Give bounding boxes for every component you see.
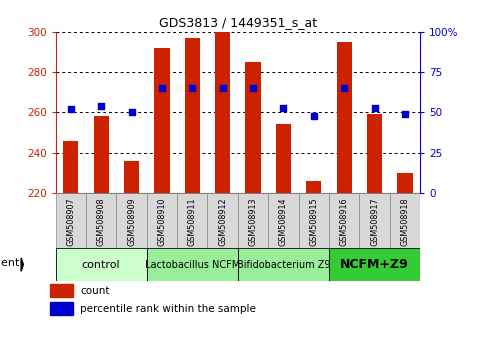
- Bar: [329, 193, 359, 248]
- Text: control: control: [82, 259, 120, 270]
- Bar: [147, 193, 177, 248]
- Bar: [298, 193, 329, 248]
- Point: [188, 85, 196, 91]
- Bar: [245, 62, 261, 193]
- Point: [341, 85, 348, 91]
- Bar: [208, 193, 238, 248]
- Point: [67, 106, 74, 112]
- Bar: [390, 193, 420, 248]
- Text: GSM508918: GSM508918: [400, 197, 410, 246]
- Text: GSM508907: GSM508907: [66, 197, 75, 246]
- Bar: [185, 38, 200, 193]
- Bar: [147, 248, 238, 281]
- Text: GSM508913: GSM508913: [249, 197, 257, 246]
- Bar: [367, 114, 382, 193]
- Text: percentile rank within the sample: percentile rank within the sample: [81, 304, 256, 314]
- Text: count: count: [81, 286, 110, 296]
- Bar: [94, 116, 109, 193]
- Bar: [50, 302, 73, 315]
- Bar: [215, 32, 230, 193]
- Bar: [154, 48, 170, 193]
- Bar: [63, 141, 78, 193]
- Title: GDS3813 / 1449351_s_at: GDS3813 / 1449351_s_at: [159, 16, 317, 29]
- Bar: [56, 193, 86, 248]
- Point: [310, 113, 318, 119]
- Bar: [398, 173, 412, 193]
- Bar: [86, 193, 116, 248]
- Bar: [359, 193, 390, 248]
- Point: [219, 85, 227, 91]
- Bar: [337, 42, 352, 193]
- Point: [249, 85, 257, 91]
- Bar: [50, 284, 73, 297]
- Polygon shape: [21, 258, 23, 271]
- Bar: [276, 125, 291, 193]
- Bar: [238, 248, 329, 281]
- Text: Lactobacillus NCFM: Lactobacillus NCFM: [145, 259, 240, 270]
- Point: [158, 85, 166, 91]
- Bar: [268, 193, 298, 248]
- Point: [401, 111, 409, 117]
- Text: GSM508910: GSM508910: [157, 197, 167, 246]
- Bar: [177, 193, 208, 248]
- Point: [128, 110, 135, 115]
- Bar: [306, 181, 322, 193]
- Text: Bifidobacterium Z9: Bifidobacterium Z9: [237, 259, 330, 270]
- Text: NCFM+Z9: NCFM+Z9: [340, 258, 409, 271]
- Point: [97, 103, 105, 109]
- Point: [280, 105, 287, 110]
- Text: agent: agent: [0, 258, 19, 268]
- Text: GSM508908: GSM508908: [97, 197, 106, 246]
- Text: GSM508912: GSM508912: [218, 197, 227, 246]
- Text: GSM508915: GSM508915: [309, 197, 318, 246]
- Point: [371, 105, 379, 110]
- Text: GSM508917: GSM508917: [370, 197, 379, 246]
- Bar: [329, 248, 420, 281]
- Text: GSM508911: GSM508911: [188, 197, 197, 246]
- Bar: [116, 193, 147, 248]
- Bar: [56, 248, 147, 281]
- Text: GSM508909: GSM508909: [127, 197, 136, 246]
- Bar: [238, 193, 268, 248]
- Text: GSM508914: GSM508914: [279, 197, 288, 246]
- Text: GSM508916: GSM508916: [340, 197, 349, 246]
- Bar: [124, 161, 139, 193]
